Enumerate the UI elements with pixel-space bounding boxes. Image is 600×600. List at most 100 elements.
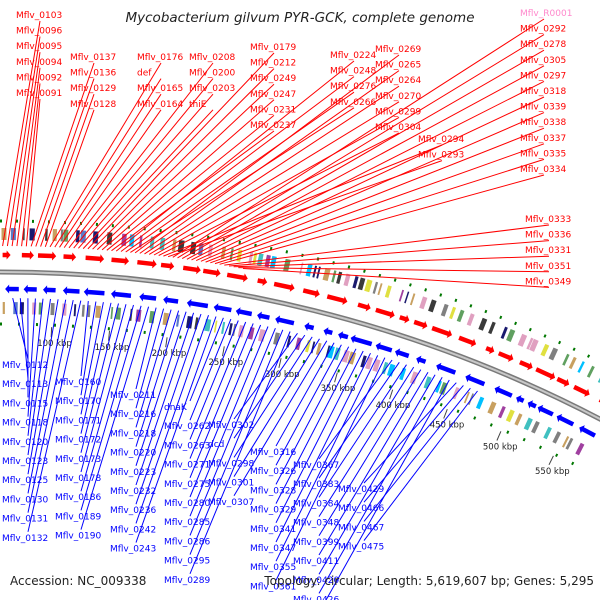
cog-bar-outer-63 xyxy=(562,353,570,366)
cog-bar-outer-33 xyxy=(312,265,318,278)
reverse-gene-19 xyxy=(416,355,427,365)
cog-bar-outer-45 xyxy=(398,289,405,302)
forward-gene-6 xyxy=(137,259,157,269)
reverse-leader-33 xyxy=(189,324,262,498)
reverse-leader-3 xyxy=(27,298,36,417)
reverse-gene-16 xyxy=(350,334,373,347)
forward-gene-label-42: Mflv_0339 xyxy=(520,103,566,113)
reverse-gene-label-46: Mflv_0329 xyxy=(250,506,296,516)
reverse-gene-3 xyxy=(62,286,80,296)
forward-leader-1 xyxy=(6,36,41,247)
reverse-gene-label-40: Mflv_0298 xyxy=(208,459,254,469)
forward-leader-22 xyxy=(106,115,275,251)
forward-leader-28 xyxy=(134,54,400,254)
cog-bar-outer-55 xyxy=(488,321,496,335)
reverse-gene-27 xyxy=(579,425,596,438)
cog-bar-outer-40 xyxy=(357,277,366,291)
reverse-leader-55 xyxy=(318,369,422,537)
cog-bar-inner-59 xyxy=(543,426,552,440)
cog-bar-inner-56 xyxy=(514,413,523,426)
cog-bar-outer-58 xyxy=(517,333,528,347)
reverse-gene-10 xyxy=(235,307,253,317)
reverse-leader-38 xyxy=(233,333,298,420)
forward-gene-label-20: Mflv_0249 xyxy=(250,74,296,84)
reverse-gene-label-63: Mflv_0475 xyxy=(338,543,384,553)
forward-gene-label-8: Mflv_0129 xyxy=(70,84,116,94)
cog-bar-inner-37 xyxy=(341,349,350,363)
forward-gene-26 xyxy=(573,384,590,397)
cog-bar-outer-62 xyxy=(548,347,559,361)
reverse-leader-6 xyxy=(27,299,59,475)
reverse-gene-label-49: Mflv_0355 xyxy=(250,563,296,573)
scale-label-5: 350 kbp xyxy=(321,384,356,394)
cog-bar-inner-12 xyxy=(115,307,122,320)
scale-label-7: 450 kbp xyxy=(430,421,465,431)
forward-leader-10 xyxy=(49,62,162,248)
reverse-gene-label-27: Mflv_0243 xyxy=(110,545,156,555)
reverse-gene-label-4: Mflv_0120 xyxy=(2,438,48,448)
reverse-gene-1 xyxy=(23,284,37,294)
scale-label-8: 500 kbp xyxy=(483,443,518,453)
cog-bar-outer-15 xyxy=(149,236,155,249)
forward-leader-20 xyxy=(96,83,275,250)
forward-leader-37 xyxy=(177,34,545,259)
forward-leader-44 xyxy=(210,143,545,264)
forward-gene-22 xyxy=(497,351,514,362)
reverse-gene-label-9: Mflv_0132 xyxy=(2,534,48,544)
cog-bar-inner-7 xyxy=(73,304,77,317)
cog-bar-outer-64 xyxy=(568,356,577,370)
cog-bar-inner-20 xyxy=(204,318,212,332)
cog-bar-inner-61 xyxy=(561,436,570,448)
reverse-leader-41 xyxy=(233,338,320,477)
reverse-gene-label-20: Mflv_0216 xyxy=(110,410,156,420)
reverse-gene-9 xyxy=(213,303,232,313)
reverse-gene-label-11: Mflv_0170 xyxy=(55,397,101,407)
forward-gene-13 xyxy=(302,288,320,298)
forward-gene-label-39: Mflv_0305 xyxy=(520,56,566,66)
reverse-gene-label-57: Mflv_0420 xyxy=(293,576,339,586)
forward-gene-label-31: Mflv_0270 xyxy=(375,92,421,102)
forward-gene-label-50: Mflv_0351 xyxy=(525,262,571,272)
scale-tick-9 xyxy=(548,455,554,466)
forward-leader-34 xyxy=(163,144,443,257)
cog-bar-outer-49 xyxy=(428,299,437,313)
forward-gene-label-17: thiE xyxy=(189,100,207,110)
reverse-gene-label-25: Mflv_0236 xyxy=(110,506,156,516)
reverse-gene-label-48: Mflv_0347 xyxy=(250,544,296,554)
reverse-leader-32 xyxy=(189,323,254,478)
cog-bar-inner-47 xyxy=(435,380,442,393)
forward-gene-label-34: Mflv_0294 xyxy=(418,135,464,145)
reverse-leader-62 xyxy=(363,387,471,522)
reverse-leader-12 xyxy=(80,302,104,415)
reverse-gene-label-52: Mflv_0383 xyxy=(293,480,339,490)
reverse-leader-60 xyxy=(363,382,457,484)
cog-bar-outer-39 xyxy=(352,275,359,289)
reverse-gene-label-23: Mflv_0223 xyxy=(110,468,156,478)
forward-gene-label-48: Mflv_0336 xyxy=(525,231,571,241)
forward-gene-label-49: Mflv_0331 xyxy=(525,246,571,256)
forward-gene-18 xyxy=(413,319,428,330)
forward-gene-7 xyxy=(160,261,175,271)
forward-leader-11 xyxy=(54,78,162,248)
forward-leader-43 xyxy=(205,127,545,263)
forward-gene-label-43: Mflv_0338 xyxy=(520,118,566,128)
reverse-gene-label-37: Mflv_0289 xyxy=(164,576,210,586)
scale-tick-7 xyxy=(443,409,448,419)
forward-gene-label-15: Mflv_0200 xyxy=(189,69,235,79)
cog-bar-inner-17 xyxy=(176,314,180,327)
scale-tick-6 xyxy=(389,389,394,400)
reverse-gene-label-10: Mflv_0160 xyxy=(55,378,101,388)
reverse-leader-44 xyxy=(275,344,342,466)
reverse-gene-label-18: Mflv_0190 xyxy=(55,532,101,542)
forward-leader-41 xyxy=(195,96,545,262)
forward-gene-label-30: Mflv_0264 xyxy=(375,76,421,86)
forward-leader-7 xyxy=(35,78,95,247)
cog-bar-outer-17 xyxy=(171,239,177,252)
scale-tick-2 xyxy=(165,337,168,348)
cog-bar-outer-66 xyxy=(586,365,595,378)
forward-leader-12 xyxy=(59,93,162,248)
cog-bar-outer-57 xyxy=(506,328,516,342)
forward-leader-17 xyxy=(82,109,214,249)
reverse-gene-label-53: Mflv_0384 xyxy=(293,499,339,509)
cog-bar-outer-36 xyxy=(331,270,337,283)
